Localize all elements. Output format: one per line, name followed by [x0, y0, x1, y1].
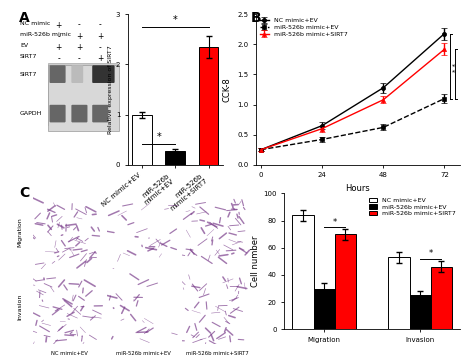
Bar	[48, 63, 117, 125]
FancyBboxPatch shape	[92, 105, 108, 122]
Text: NC mimic: NC mimic	[20, 21, 50, 26]
Bar	[313, 289, 335, 329]
FancyBboxPatch shape	[92, 105, 108, 122]
Text: +: +	[97, 32, 103, 41]
Bar	[431, 267, 452, 329]
Text: +: +	[55, 21, 62, 30]
Bar	[48, 65, 119, 131]
Text: -: -	[99, 21, 102, 30]
FancyBboxPatch shape	[72, 66, 83, 83]
Text: -: -	[78, 54, 81, 63]
FancyBboxPatch shape	[72, 66, 83, 83]
Text: EV: EV	[20, 43, 28, 48]
Text: Invasion: Invasion	[18, 294, 22, 320]
Y-axis label: Cell number: Cell number	[252, 236, 261, 287]
Text: *: *	[428, 249, 433, 258]
Bar	[165, 151, 185, 165]
Text: miR-526b mimic: miR-526b mimic	[20, 32, 71, 37]
Text: A: A	[19, 11, 30, 25]
Text: -: -	[78, 21, 81, 30]
X-axis label: Hours: Hours	[346, 184, 370, 193]
Bar	[410, 295, 431, 329]
Text: miR-526b mimic+EV: miR-526b mimic+EV	[116, 351, 171, 356]
Text: * *: * *	[454, 63, 459, 72]
Legend: NC mimic+EV, miR-526b mimic+EV, miR-526b mimic+SIRT7: NC mimic+EV, miR-526b mimic+EV, miR-526b…	[368, 197, 456, 218]
Text: -: -	[99, 43, 102, 52]
Bar	[335, 234, 356, 329]
FancyBboxPatch shape	[50, 66, 65, 83]
Y-axis label: CCK-8: CCK-8	[222, 77, 231, 102]
Text: +: +	[76, 43, 82, 52]
Text: Migration: Migration	[18, 217, 22, 247]
FancyBboxPatch shape	[72, 105, 87, 122]
FancyBboxPatch shape	[50, 105, 65, 122]
Bar	[199, 47, 219, 165]
Text: GAPDH: GAPDH	[20, 111, 42, 116]
Text: SIRT7: SIRT7	[20, 72, 37, 77]
Text: -: -	[57, 54, 60, 63]
Text: miR-526b mimic+SIRT7: miR-526b mimic+SIRT7	[186, 351, 249, 356]
Text: +: +	[97, 54, 103, 63]
Text: +: +	[55, 43, 62, 52]
FancyBboxPatch shape	[92, 66, 114, 83]
FancyBboxPatch shape	[72, 105, 87, 122]
Text: SIRT7: SIRT7	[20, 54, 37, 59]
Bar	[388, 257, 410, 329]
Text: NC mimic+EV: NC mimic+EV	[51, 351, 88, 356]
Legend: NC mimic+EV, miR-526b mimic+EV, miR-526b mimic+SIRT7: NC mimic+EV, miR-526b mimic+EV, miR-526b…	[259, 18, 348, 37]
Text: B: B	[251, 11, 262, 25]
Bar	[132, 115, 152, 165]
Text: +: +	[76, 32, 82, 41]
Text: *: *	[332, 218, 337, 227]
Bar	[292, 215, 313, 329]
Text: *: *	[173, 15, 178, 25]
Text: C: C	[19, 186, 29, 200]
Text: *: *	[156, 132, 161, 142]
FancyBboxPatch shape	[50, 105, 65, 122]
Y-axis label: Relative expression of SIRT7: Relative expression of SIRT7	[108, 45, 113, 134]
FancyBboxPatch shape	[50, 66, 65, 83]
Text: -: -	[57, 32, 60, 41]
FancyBboxPatch shape	[92, 66, 114, 83]
